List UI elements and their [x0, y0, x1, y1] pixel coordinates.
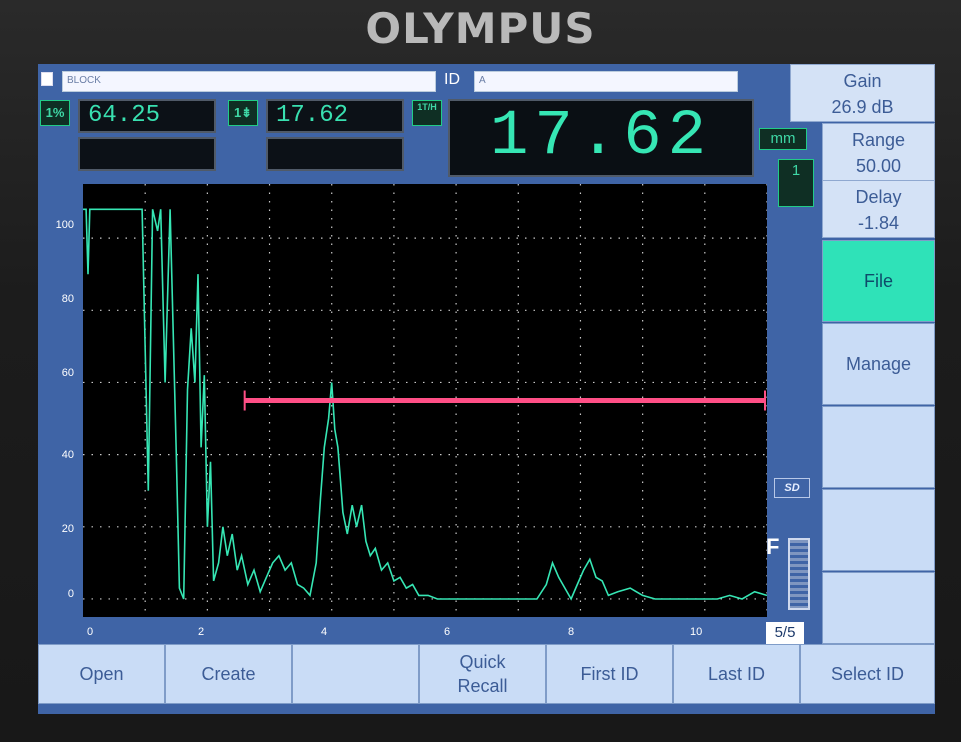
- reading-slot-empty-1: [78, 137, 216, 171]
- id-label: ID: [444, 71, 460, 88]
- id-field[interactable]: A: [474, 71, 738, 92]
- flaw-detector-screen: BLOCK ID A 1% 64.25 1⇟ 17.62 1T/H 17.62 …: [38, 64, 935, 714]
- thickness-reading-icon: 1T/H: [412, 100, 442, 126]
- y-tick-label: 20: [61, 523, 74, 535]
- depth-reading: 17.62: [266, 99, 404, 133]
- y-tick-label: 60: [61, 367, 74, 379]
- y-tick-label: 100: [55, 219, 74, 231]
- depth-reading-icon: 1⇟: [228, 100, 258, 126]
- echo-waveform: [83, 208, 768, 601]
- select-id-button[interactable]: Select ID: [800, 644, 935, 704]
- reading-slot-empty-2: [266, 137, 404, 171]
- quick-recall-button[interactable]: Quick Recall: [419, 644, 546, 704]
- empty-button[interactable]: [292, 644, 419, 704]
- x-tick-label: 8: [568, 626, 575, 638]
- file-icon: [41, 72, 53, 86]
- delay-param[interactable]: Delay -1.84: [822, 180, 935, 238]
- side-menu-empty-3[interactable]: [822, 406, 935, 488]
- amplitude-reading-icon: 1%: [40, 100, 70, 126]
- x-tick-label: 0: [87, 626, 94, 638]
- a-scan-chart: [83, 184, 768, 617]
- battery-icon: [788, 538, 810, 610]
- first-id-button[interactable]: First ID: [546, 644, 673, 704]
- open-button[interactable]: Open: [38, 644, 165, 704]
- range-label: Range: [851, 130, 906, 150]
- delay-value: -1.84: [857, 213, 900, 233]
- probe-icon: 1: [778, 159, 814, 207]
- sd-card-icon: SD: [774, 478, 810, 498]
- amplitude-reading: 64.25: [78, 99, 216, 133]
- gain-value: 26.9 dB: [831, 97, 894, 117]
- x-tick-label: 4: [321, 626, 328, 638]
- x-tick-label: 6: [444, 626, 451, 638]
- y-tick-label: 80: [61, 293, 74, 305]
- side-menu-file[interactable]: File: [822, 240, 935, 322]
- x-tick-label: 10: [690, 626, 703, 638]
- delay-label: Delay: [855, 187, 902, 207]
- thickness-reading: 17.62: [448, 99, 754, 177]
- file-name-field[interactable]: BLOCK: [62, 71, 436, 92]
- probe-number: 1: [791, 162, 801, 179]
- create-button[interactable]: Create: [165, 644, 292, 704]
- x-tick-label: 2: [198, 626, 205, 638]
- range-param[interactable]: Range 50.00: [822, 123, 935, 181]
- gain-label: Gain: [843, 71, 882, 91]
- side-menu-empty-5[interactable]: [822, 572, 935, 644]
- unit-indicator: mm: [759, 128, 807, 150]
- gain-param[interactable]: Gain 26.9 dB: [790, 64, 935, 122]
- gate-a: [243, 390, 766, 411]
- a-scan-plot: [83, 184, 768, 617]
- y-tick-label: 40: [61, 449, 74, 461]
- side-menu-manage[interactable]: Manage: [822, 323, 935, 405]
- range-value: 50.00: [855, 156, 902, 176]
- last-id-button[interactable]: Last ID: [673, 644, 800, 704]
- brand-logo: OLYMPUS: [365, 4, 596, 53]
- page-indicator: 5/5: [766, 622, 804, 644]
- y-tick-label: 0: [67, 588, 74, 600]
- side-menu-empty-4[interactable]: [822, 489, 935, 571]
- battery-full-label: F: [766, 534, 780, 559]
